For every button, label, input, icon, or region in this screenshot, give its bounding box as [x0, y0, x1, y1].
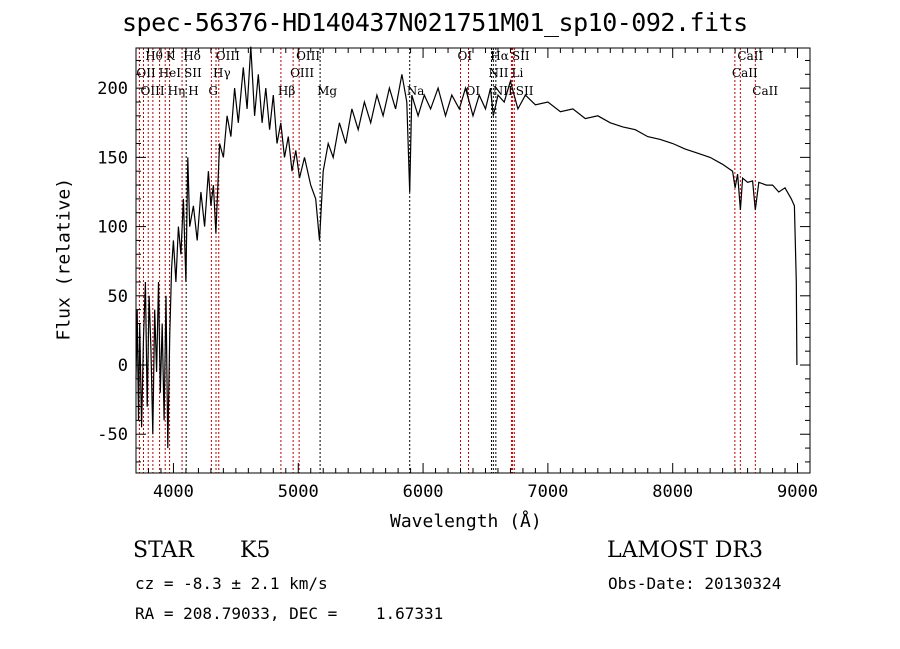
- obs-date: Obs-Date: 20130324: [608, 574, 782, 593]
- spectral-line-label: OI: [458, 49, 473, 63]
- spectral-line-label: Hβ: [278, 84, 295, 98]
- coordinates-text: RA = 208.79033, DEC = 1.67331: [135, 604, 444, 623]
- object-class: STAR: [133, 538, 194, 563]
- spectral-line-label: OII: [136, 66, 156, 80]
- spectral-line-label: HeI: [159, 66, 182, 80]
- spectral-line-label: H: [188, 84, 198, 98]
- object-subclass: K5: [240, 538, 271, 563]
- spectral-line-label: OIII: [216, 49, 240, 63]
- spectral-line-label: OIII: [290, 66, 314, 80]
- survey-name: LAMOST DR3: [607, 538, 763, 563]
- y-tick-label: 150: [97, 148, 128, 168]
- spectral-line-label: G: [208, 84, 218, 98]
- x-tick-label: 4000: [153, 482, 194, 502]
- spectral-line-label: Na: [407, 84, 425, 98]
- spectral-line-label: Hγ: [213, 66, 231, 80]
- x-tick-label: 5000: [278, 482, 319, 502]
- spectral-line-label: Hθ: [145, 49, 163, 63]
- spectral-line-label: Hα: [490, 49, 509, 63]
- spectral-line-label: Hδ: [183, 49, 201, 63]
- y-axis-label: Flux (relative): [53, 177, 75, 341]
- spectral-line-label: Hη: [168, 84, 186, 98]
- y-tick-label: 50: [108, 287, 128, 307]
- x-axis-label: Wavelength (Å): [390, 511, 542, 532]
- spectral-line-label: SII: [516, 84, 534, 98]
- spectral-line-label: Li: [512, 66, 524, 80]
- spectral-line-label: OIII: [141, 84, 165, 98]
- spectral-line-label: NII: [493, 84, 513, 98]
- spectral-line-label: SII: [512, 49, 530, 63]
- y-tick-label: 0: [118, 356, 128, 376]
- x-tick-label: 6000: [403, 482, 444, 502]
- chart-title: spec-56376-HD140437N021751M01_sp10-092.f…: [122, 8, 748, 37]
- spectral-line-label: Mg: [317, 84, 337, 98]
- spectral-line-label: OIII: [296, 49, 320, 63]
- spectral-line-label: OI: [466, 84, 481, 98]
- y-tick-label: 100: [97, 218, 128, 238]
- y-tick-label: 200: [97, 79, 128, 99]
- spectrum-line: [135, 46, 798, 449]
- y-tick-label: -50: [97, 425, 128, 445]
- redshift-text: cz = -8.3 ± 2.1 km/s: [135, 574, 328, 593]
- spectral-line-label: NII: [489, 66, 509, 80]
- spectral-line-label: CaII: [752, 84, 778, 98]
- spectral-line-label: K: [166, 49, 176, 63]
- x-tick-label: 8000: [652, 482, 693, 502]
- spectral-line-label: CaII: [732, 66, 758, 80]
- spectral-line-label: CaII: [737, 49, 763, 63]
- x-tick-label: 7000: [527, 482, 568, 502]
- x-tick-label: 9000: [777, 482, 818, 502]
- spectral-line-label: SII: [184, 66, 202, 80]
